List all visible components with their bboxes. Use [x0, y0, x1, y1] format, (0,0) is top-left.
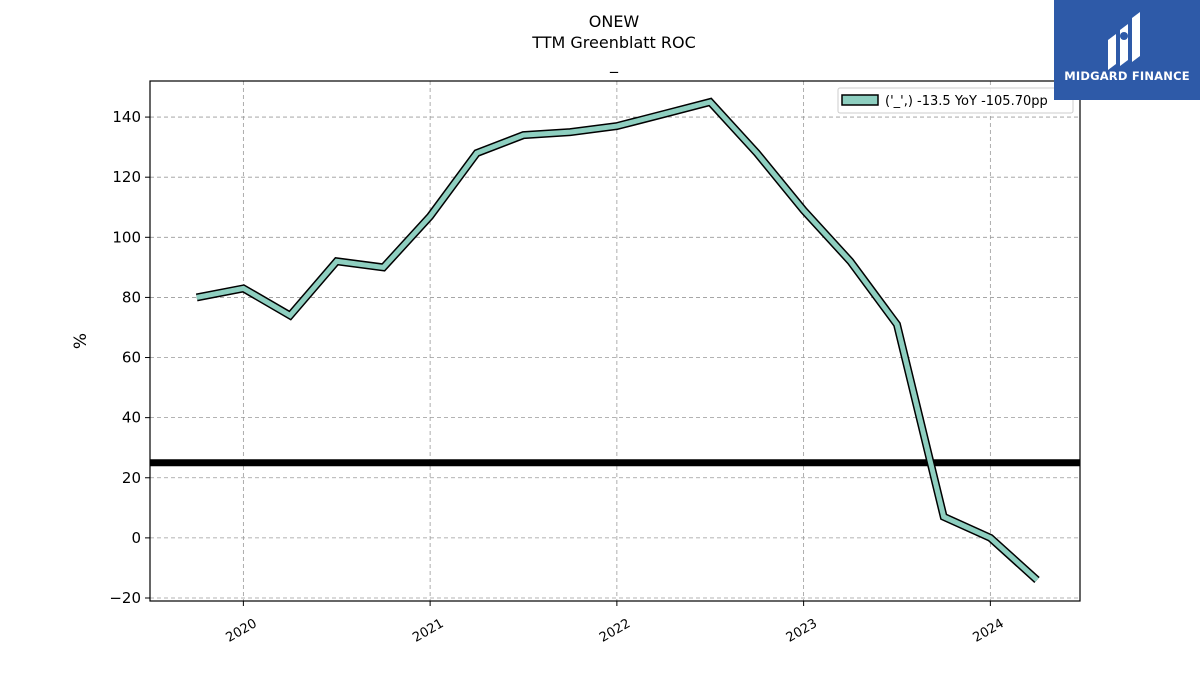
grid	[150, 81, 1080, 601]
logo-text: MIDGARD FINANCE	[1064, 69, 1190, 83]
x-tick-label: 2020	[224, 616, 260, 646]
y-tick-label: 20	[122, 469, 141, 487]
legend: ('_',) -13.5 YoY -105.70pp	[837, 87, 1074, 114]
legend-label: ('_',) -13.5 YoY -105.70pp	[885, 94, 1048, 109]
series-layer	[195, 97, 1040, 583]
y-axis-label: %	[71, 333, 91, 349]
chart-title: ONEW	[589, 12, 640, 31]
x-tick-label: 2023	[784, 616, 820, 646]
y-tick-label: 0	[131, 529, 141, 547]
legend-box	[837, 87, 1074, 114]
y-tick-label: −20	[109, 589, 141, 607]
legend-swatch	[841, 94, 879, 106]
y-tick-label: 100	[112, 228, 141, 246]
x-axis-ticks: 2020 2021 2022 2023 2024	[224, 601, 1007, 646]
chart-subtitle-2: _	[609, 54, 619, 74]
y-tick-label: 60	[122, 349, 141, 367]
plot-frame	[149, 80, 1081, 602]
y-tick-label: 40	[122, 409, 141, 427]
y-tick-label: 140	[112, 108, 141, 126]
x-tick-label: 2021	[410, 616, 446, 646]
series-line	[196, 99, 1039, 582]
x-tick-label: 2022	[597, 616, 633, 646]
y-tick-label: 120	[112, 168, 141, 186]
logo-mark-icon	[1108, 12, 1140, 70]
y-axis-ticks: −20 0 20 40 60 80 100 120 140	[109, 108, 150, 607]
brand-logo: MIDGARD FINANCE	[1054, 0, 1200, 100]
x-tick-label: 2024	[971, 616, 1007, 646]
y-tick-label: 80	[122, 288, 141, 306]
chart-subtitle: TTM Greenblatt ROC	[531, 33, 696, 52]
